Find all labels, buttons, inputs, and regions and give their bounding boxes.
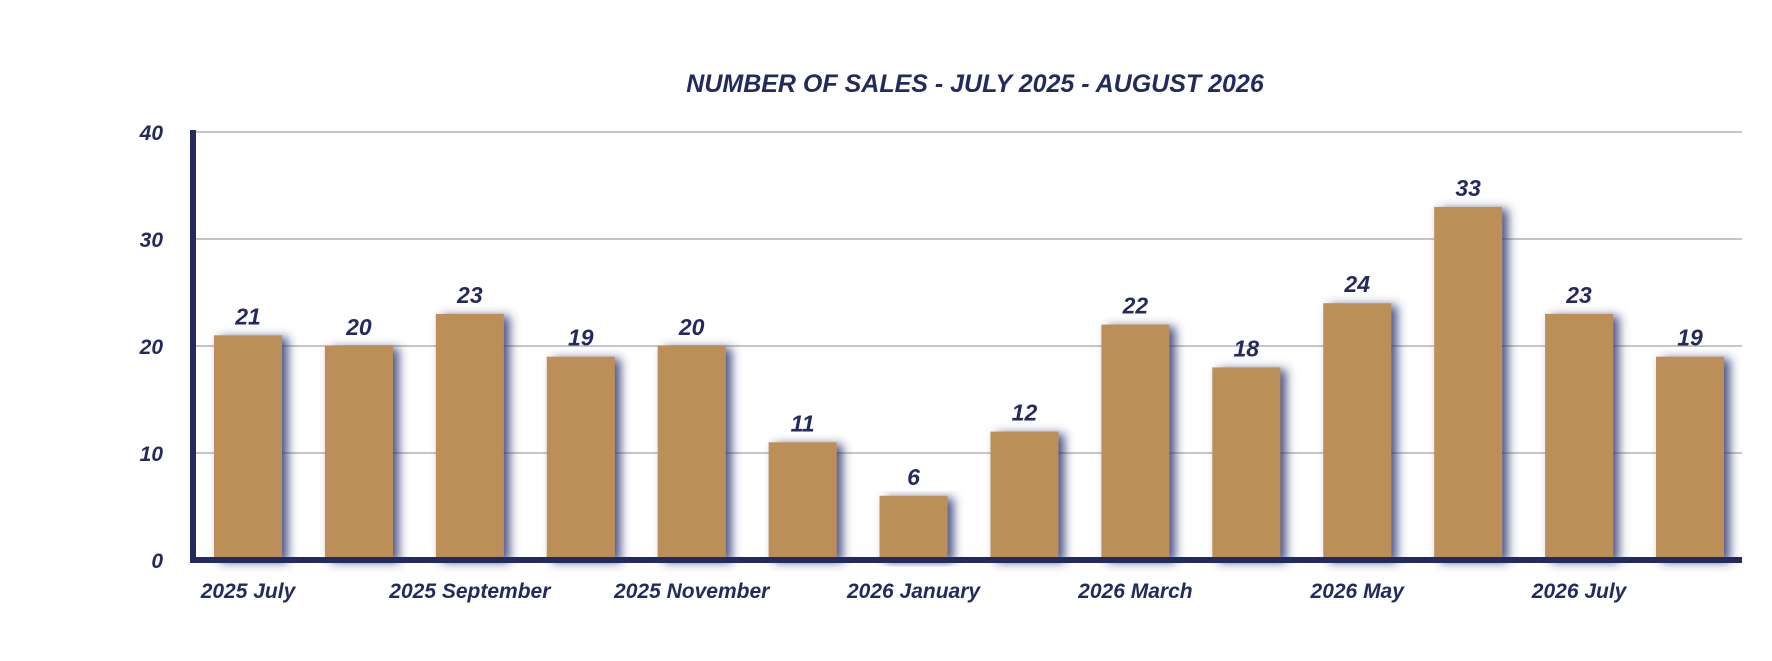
bars	[214, 206, 1724, 560]
bar	[1323, 303, 1392, 560]
data-label: 12	[1012, 400, 1038, 426]
data-label: 23	[1565, 282, 1592, 308]
data-label: 20	[678, 314, 705, 340]
x-tick-label: 2026 March	[1077, 580, 1192, 603]
y-tick-label: 20	[139, 336, 164, 359]
bar	[1656, 356, 1724, 560]
data-label: 18	[1234, 335, 1260, 361]
bar	[324, 346, 393, 560]
x-tick-label: 2026 January	[846, 580, 981, 603]
bar	[1545, 313, 1614, 560]
x-axis-ticks: 2025 July 2025 September 2025 November 2026…	[200, 580, 1628, 603]
bar	[1212, 367, 1281, 560]
bar	[214, 335, 282, 560]
data-label: 19	[568, 325, 594, 351]
data-label: 20	[345, 314, 372, 340]
y-tick-label: 10	[140, 443, 164, 466]
bar	[990, 431, 1059, 560]
data-label: 23	[456, 282, 483, 308]
data-label: 22	[1122, 293, 1149, 319]
data-label: 21	[234, 303, 261, 329]
x-tick-label: 2025 November	[613, 580, 771, 603]
data-label: 24	[1343, 271, 1370, 297]
bar	[435, 313, 504, 560]
bar	[657, 346, 726, 560]
data-label: 33	[1455, 175, 1481, 201]
x-tick-label: 2026 May	[1310, 580, 1406, 603]
chart-title: NUMBER OF SALES - JULY 2025 - AUGUST 202…	[686, 70, 1265, 98]
data-labels: 21 20 23 19 20 11 6 12 22 18 24 33 23 19	[234, 175, 1703, 490]
x-tick-label: 2025 July	[200, 580, 297, 603]
y-tick-label: 0	[151, 550, 163, 573]
bar	[546, 356, 615, 560]
y-tick-label: 40	[139, 122, 164, 145]
bar	[879, 495, 948, 560]
bar	[1101, 324, 1170, 560]
bar	[1434, 206, 1503, 560]
x-tick-label: 2026 July	[1531, 580, 1628, 603]
data-label: 19	[1677, 325, 1703, 351]
bar	[768, 442, 837, 560]
x-tick-label: 2025 September	[388, 580, 552, 603]
data-label: 6	[907, 464, 920, 490]
y-tick-label: 30	[140, 229, 164, 252]
y-axis-ticks: 0 10 20 30 40	[139, 122, 164, 573]
grid-lines	[193, 131, 1742, 454]
data-label: 11	[791, 410, 815, 436]
